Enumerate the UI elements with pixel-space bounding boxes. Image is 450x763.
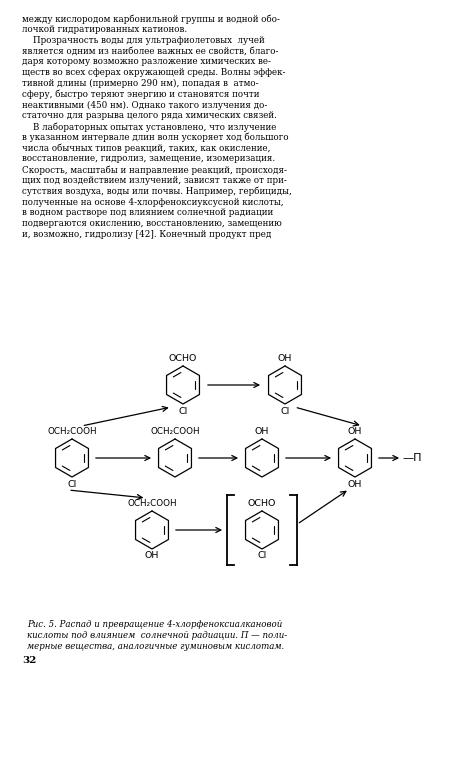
- Text: тивной длины (примерно 290 нм), попадая в  атмо-: тивной длины (примерно 290 нм), попадая …: [22, 79, 259, 88]
- Text: ществ во всех сферах окружающей среды. Волны эффек-: ществ во всех сферах окружающей среды. В…: [22, 68, 285, 77]
- Text: числа обычных типов реакций, таких, как окисление,: числа обычных типов реакций, таких, как …: [22, 143, 270, 153]
- Text: в указанном интервале длин волн ускоряет ход большого: в указанном интервале длин волн ускоряет…: [22, 133, 288, 143]
- Text: Cl: Cl: [280, 407, 290, 416]
- Text: OH: OH: [348, 427, 362, 436]
- Text: сутствия воздуха, воды или почвы. Например, гербициды,: сутствия воздуха, воды или почвы. Наприм…: [22, 187, 292, 196]
- Text: OH: OH: [145, 552, 159, 561]
- Text: кислоты под влиянием  солнечной радиации. П — поли-: кислоты под влиянием солнечной радиации.…: [27, 631, 287, 640]
- Text: даря которому возможно разложение химических ве-: даря которому возможно разложение химиче…: [22, 57, 271, 66]
- Text: Рис. 5. Распад и превращение 4-хлорфеноксиалкановой: Рис. 5. Распад и превращение 4-хлорфенок…: [27, 620, 282, 629]
- Text: OCHO: OCHO: [248, 498, 276, 507]
- Text: является одним из наиболее важных ее свойств, благо-: является одним из наиболее важных ее сво…: [22, 47, 279, 56]
- Text: лочкой гидратированных катионов.: лочкой гидратированных катионов.: [22, 25, 187, 34]
- Text: между кислородом карбонильной группы и водной обо-: между кислородом карбонильной группы и в…: [22, 14, 280, 24]
- Text: Cl: Cl: [257, 552, 266, 561]
- Text: полученные на основе 4-хлорфеноксиуксусной кислоты,: полученные на основе 4-хлорфеноксиуксусн…: [22, 198, 284, 207]
- Text: В лабораторных опытах установлено, что излучение: В лабораторных опытах установлено, что и…: [22, 122, 276, 131]
- Text: OCHO: OCHO: [169, 353, 197, 362]
- Text: OH: OH: [278, 353, 292, 362]
- Text: OCH₂COOH: OCH₂COOH: [47, 427, 97, 436]
- Text: статочно для разрыва целого ряда химических связей.: статочно для разрыва целого ряда химичес…: [22, 111, 277, 121]
- Text: Cl: Cl: [178, 407, 188, 416]
- Text: щих под воздействием излучений, зависят также от при-: щих под воздействием излучений, зависят …: [22, 176, 287, 185]
- Text: мерные вещества, аналогичные гуминовым кислотам.: мерные вещества, аналогичные гуминовым к…: [27, 642, 284, 651]
- Text: в водном растворе под влиянием солнечной радиации: в водном растворе под влиянием солнечной…: [22, 208, 273, 217]
- Text: сферу, быстро теряют энергию и становятся почти: сферу, быстро теряют энергию и становятс…: [22, 89, 260, 99]
- Text: OH: OH: [255, 427, 269, 436]
- Text: восстановление, гидролиз, замещение, изомеризация.: восстановление, гидролиз, замещение, изо…: [22, 154, 275, 163]
- Text: OCH₂COOH: OCH₂COOH: [127, 498, 177, 507]
- Text: OCH₂COOH: OCH₂COOH: [150, 427, 200, 436]
- Text: Прозрачность воды для ультрафиолетовых  лучей: Прозрачность воды для ультрафиолетовых л…: [22, 36, 265, 44]
- Text: Cl: Cl: [68, 479, 76, 488]
- Text: —П: —П: [402, 453, 422, 463]
- Text: и, возможно, гидролизу [42]. Конечный продукт пред: и, возможно, гидролизу [42]. Конечный пр…: [22, 230, 271, 239]
- Text: подвергаются окислению, восстановлению, замещению: подвергаются окислению, восстановлению, …: [22, 219, 282, 228]
- Text: Скорость, масштабы и направление реакций, происходя-: Скорость, масштабы и направление реакций…: [22, 166, 287, 175]
- Text: 32: 32: [22, 656, 36, 665]
- Text: OH: OH: [348, 479, 362, 488]
- Text: неактивными (450 нм). Однако такого излучения до-: неактивными (450 нм). Однако такого излу…: [22, 101, 267, 110]
